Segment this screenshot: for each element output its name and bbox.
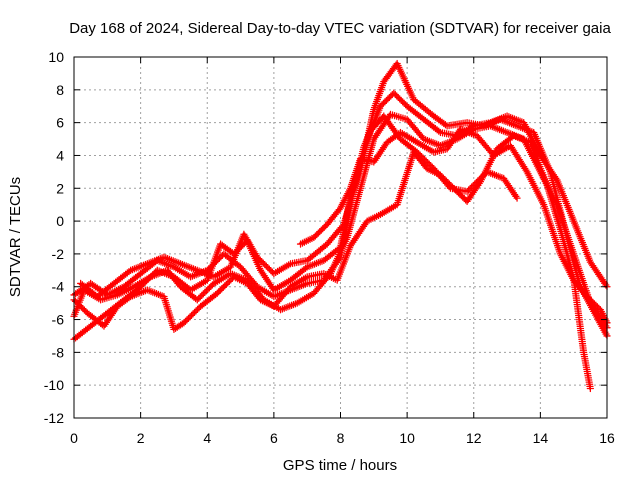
y-tick-label: -10 (44, 377, 64, 393)
y-axis-title: SDTVAR / TECUs (7, 177, 24, 297)
grid (74, 57, 607, 418)
x-tick-label: 6 (270, 430, 278, 446)
y-tick-label: 0 (56, 213, 64, 229)
y-axis-ticks: -12 -10 -8 -6 -4 -2 0 2 4 6 8 10 (44, 49, 607, 426)
x-tick-label: 0 (70, 430, 78, 446)
y-tick-label: 8 (56, 82, 64, 98)
y-tick-label: -8 (52, 344, 65, 360)
series-markers (296, 125, 611, 327)
x-tick-label: 14 (533, 430, 549, 446)
y-tick-label: 10 (48, 49, 64, 65)
y-tick-label: -2 (52, 246, 65, 262)
series-track-6 (296, 125, 611, 327)
x-tick-label: 8 (337, 430, 345, 446)
series-track-5 (77, 112, 521, 301)
series-layer (70, 59, 611, 393)
y-tick-label: 6 (56, 115, 64, 131)
y-tick-label: -4 (52, 279, 65, 295)
x-tick-label: 10 (399, 430, 415, 446)
series-markers (77, 112, 521, 301)
y-tick-label: 2 (56, 180, 64, 196)
x-tick-label: 4 (203, 430, 211, 446)
x-tick-label: 2 (137, 430, 145, 446)
y-tick-label: -6 (52, 312, 65, 328)
chart-title: Day 168 of 2024, Sidereal Day-to-day VTE… (69, 20, 611, 37)
x-tick-label: 16 (599, 430, 615, 446)
x-tick-label: 12 (466, 430, 482, 446)
y-tick-label: 4 (56, 147, 64, 163)
x-axis-ticks: 0 2 4 6 8 10 12 14 16 (70, 57, 615, 446)
y-tick-label: -12 (44, 410, 64, 426)
x-axis-title: GPS time / hours (283, 457, 397, 474)
